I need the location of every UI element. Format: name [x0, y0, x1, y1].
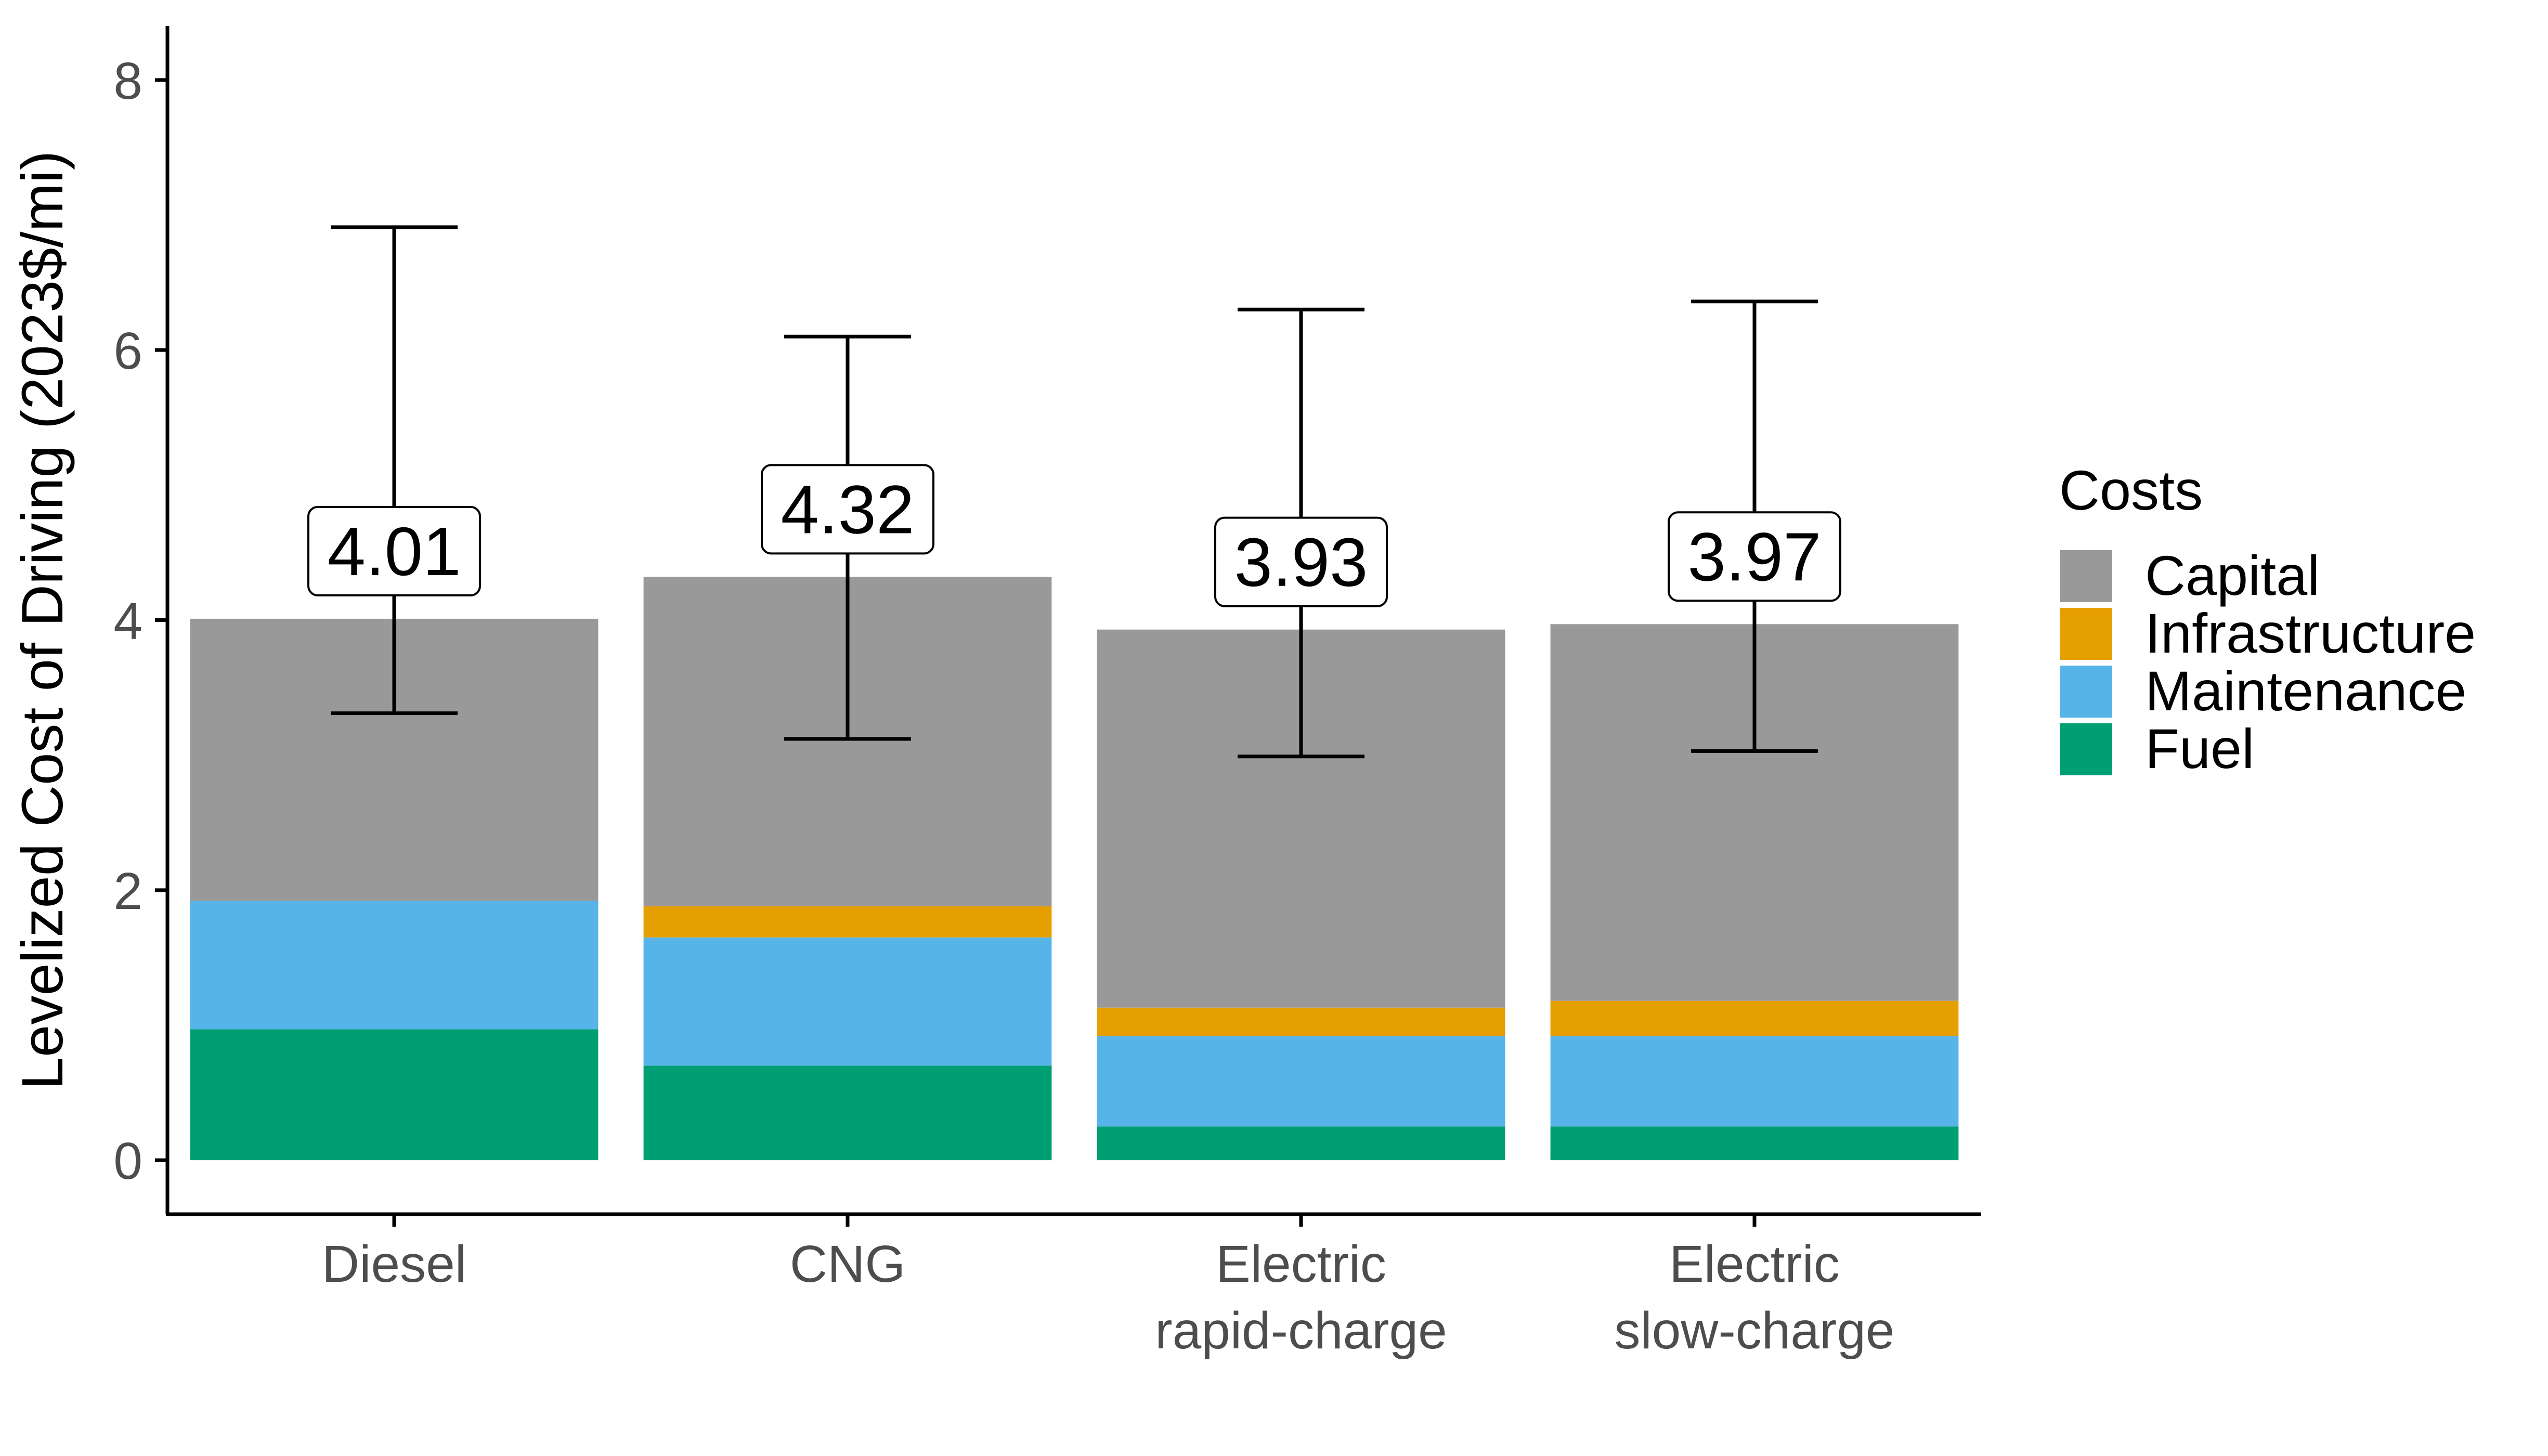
legend-item-infrastructure: Infrastructure [2060, 602, 2476, 665]
legend-swatch [2060, 608, 2112, 660]
bars-layer [190, 577, 1959, 1161]
x-tick-label: Electric [1669, 1235, 1840, 1293]
x-axis-ticks: Diesel CNG Electric rapid-charge Electric slo… [322, 1214, 1895, 1360]
total-label-0: 4.01 [307, 505, 481, 596]
legend-label: Maintenance [2145, 659, 2466, 722]
bar-maintenance-2 [1097, 1036, 1505, 1127]
x-tick-label-line2: slow-charge [1614, 1302, 1894, 1360]
bar-infrastructure-2 [1097, 1007, 1505, 1036]
bar-fuel-1 [643, 1065, 1052, 1161]
axes: 0 2 4 6 8 Diesel CNG Electric rapid-charge Elect… [10, 26, 1981, 1360]
bar-infrastructure-1 [643, 906, 1052, 938]
y-tick-label: 6 [113, 322, 142, 380]
y-axis-ticks: 0 2 4 6 8 [113, 52, 167, 1190]
y-tick-label: 0 [113, 1132, 142, 1190]
bar-fuel-0 [190, 1029, 599, 1161]
legend: Costs CapitalInfrastructureMaintenanceFu… [2059, 459, 2476, 780]
total-label-1: 4.32 [761, 464, 934, 555]
x-tick-label: CNG [790, 1235, 905, 1293]
bar-maintenance-0 [190, 901, 599, 1030]
bar-infrastructure-3 [1550, 1000, 1959, 1036]
total-value: 4.01 [328, 513, 461, 590]
total-value: 4.32 [781, 471, 915, 548]
legend-item-maintenance: Maintenance [2060, 659, 2466, 722]
y-tick-label: 2 [113, 862, 142, 920]
legend-item-fuel: Fuel [2060, 717, 2254, 780]
legend-label: Infrastructure [2145, 602, 2476, 665]
legend-swatch [2060, 723, 2112, 775]
y-axis-title: Levelized Cost of Driving (2023$/mi) [10, 151, 75, 1089]
total-value: 3.97 [1688, 518, 1822, 595]
x-tick-label-line2: rapid-charge [1155, 1302, 1447, 1360]
bar-maintenance-3 [1550, 1036, 1959, 1127]
y-tick-label: 8 [113, 52, 142, 110]
total-labels-layer: 4.01 4.32 3.93 3.97 [307, 464, 1841, 607]
bar-maintenance-1 [643, 937, 1052, 1066]
legend-label: Fuel [2145, 717, 2254, 780]
legend-label: Capital [2145, 544, 2320, 607]
x-tick-label: Diesel [322, 1235, 466, 1293]
legend-item-capital: Capital [2060, 544, 2320, 607]
total-label-2: 3.93 [1214, 516, 1388, 607]
legend-title: Costs [2059, 459, 2203, 522]
legend-swatch [2060, 666, 2112, 718]
x-tick-label: Electric [1216, 1235, 1386, 1293]
total-label-3: 3.97 [1668, 511, 1841, 602]
error-bar-0 [331, 225, 458, 716]
bar-fuel-2 [1097, 1126, 1505, 1161]
total-value: 3.93 [1234, 524, 1368, 601]
bar-fuel-3 [1550, 1126, 1959, 1161]
y-tick-label: 4 [113, 592, 142, 651]
legend-swatch [2060, 550, 2112, 602]
